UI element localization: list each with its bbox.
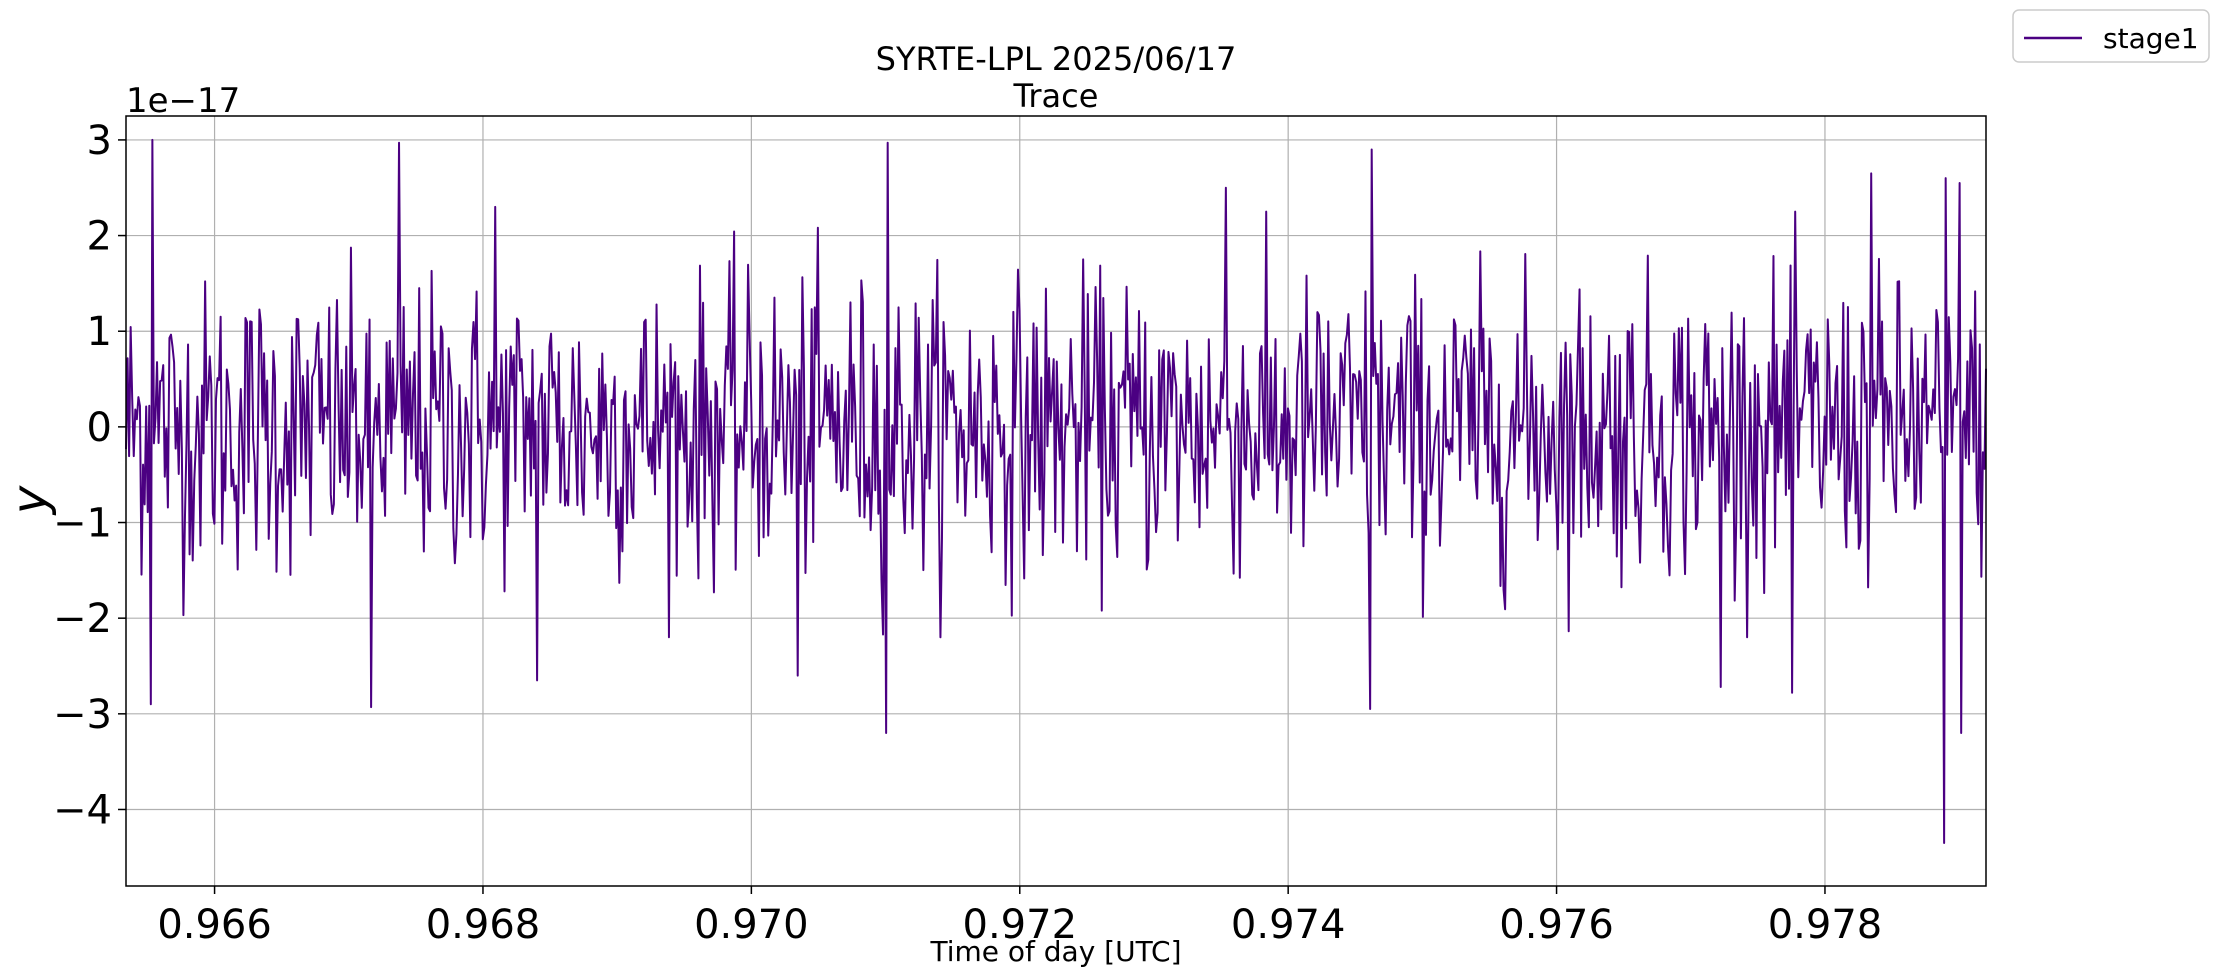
x-tick-label: 0.974 xyxy=(1231,902,1346,948)
y-tick-label: 3 xyxy=(87,118,112,164)
series-line-stage1 xyxy=(125,138,1987,844)
y-tick-label: −1 xyxy=(53,501,112,547)
grid-layer xyxy=(126,116,1986,886)
x-tick-label: 0.966 xyxy=(157,902,272,948)
x-tick-label: 0.976 xyxy=(1499,902,1614,948)
y-axis-label: y xyxy=(2,485,58,516)
x-axis: 0.966 0.968 0.970 0.972 0.974 0.976 0.978 xyxy=(157,886,1882,948)
x-tick-label: 0.978 xyxy=(1768,902,1883,948)
y-tick-label: −3 xyxy=(53,692,112,738)
plot-frame xyxy=(125,115,1987,887)
x-tick-label: 0.970 xyxy=(694,902,809,948)
legend: stage1 xyxy=(2012,9,2210,63)
x-tick-label: 0.968 xyxy=(426,902,541,948)
chart-title: SYRTE-LPL 2025/06/17 xyxy=(876,40,1237,78)
x-tick-label: 0.972 xyxy=(963,902,1078,948)
legend-label-stage1: stage1 xyxy=(2103,22,2199,55)
y-tick-label: 0 xyxy=(87,405,112,451)
y-tick-label: −4 xyxy=(53,787,112,833)
y-axis: −4 −3 −2 −1 0 1 2 3 xyxy=(53,118,126,833)
legend-box xyxy=(2012,9,2210,63)
y-offset-label: 1e−17 xyxy=(126,81,240,121)
chart-subtitle: Trace xyxy=(1013,77,1099,115)
y-tick-label: 2 xyxy=(87,214,112,260)
x-axis-label: Time of day [UTC] xyxy=(929,935,1181,968)
y-tick-label: 1 xyxy=(87,309,112,355)
y-tick-label: −2 xyxy=(53,596,112,642)
series-layer xyxy=(125,138,1987,844)
